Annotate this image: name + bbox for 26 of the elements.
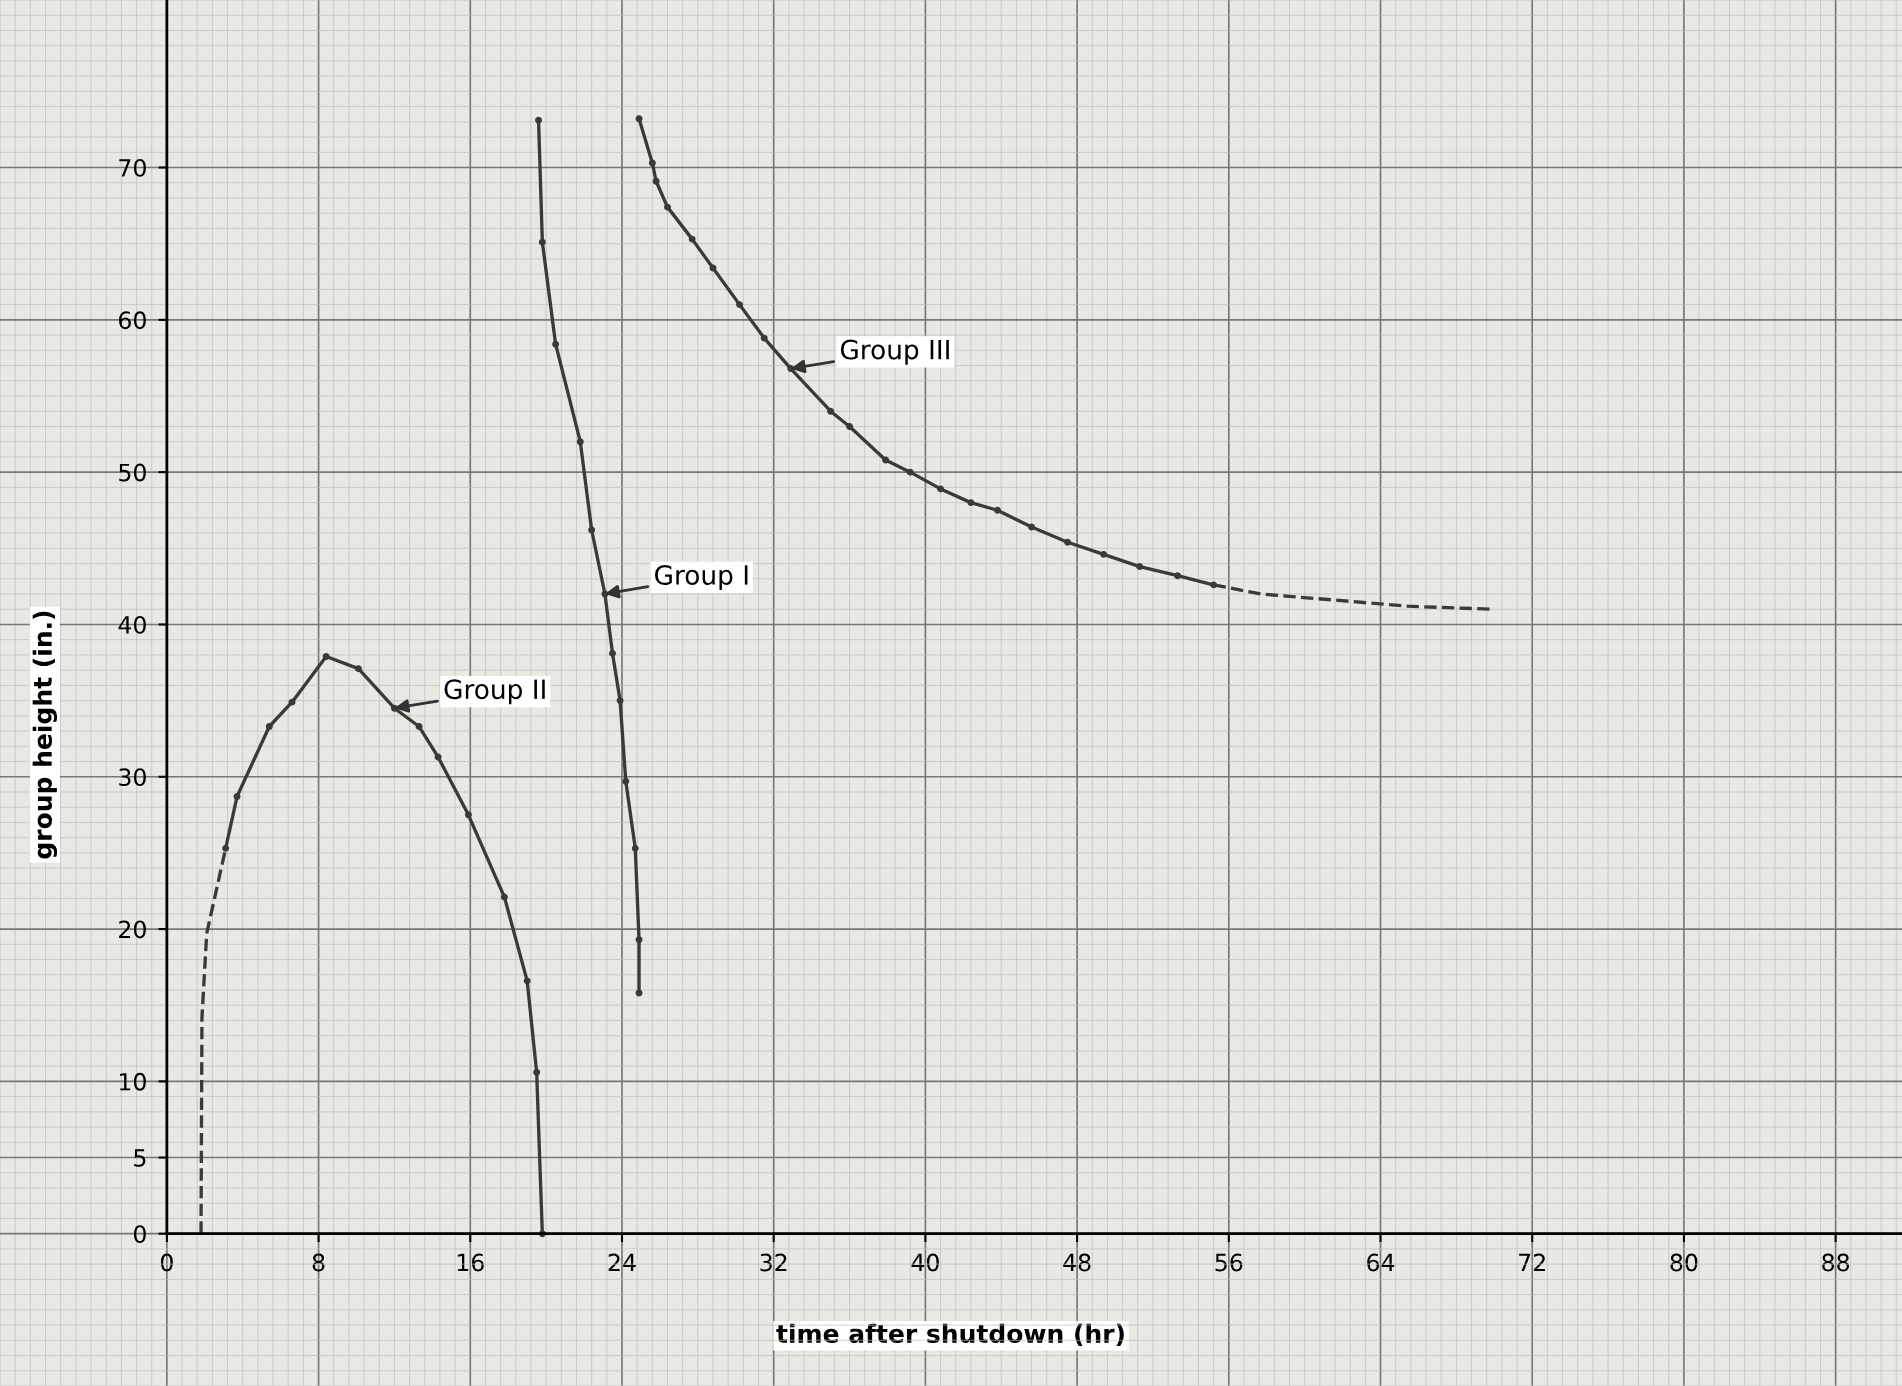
y-tick-label: 30 bbox=[119, 768, 146, 787]
y-axis-title: group height (in.) bbox=[32, 611, 58, 859]
annotation: Group III bbox=[840, 339, 949, 365]
y-tick-label: 5 bbox=[134, 1149, 146, 1167]
y-tick-label: 40 bbox=[118, 615, 146, 634]
x-tick-label: 56 bbox=[1215, 1253, 1243, 1272]
x-tick-label: 40 bbox=[911, 1253, 939, 1272]
annotation: Group II bbox=[444, 679, 545, 705]
x-tick-label: 8 bbox=[312, 1253, 325, 1272]
y-tick-label: 10 bbox=[119, 1072, 146, 1091]
y-tick-label: 70 bbox=[119, 158, 146, 177]
x-tick-label: 80 bbox=[1670, 1253, 1698, 1272]
x-tick-label: 32 bbox=[760, 1253, 787, 1272]
x-tick-label: 16 bbox=[457, 1253, 484, 1272]
y-tick-label: 50 bbox=[119, 463, 146, 482]
x-tick-label: 24 bbox=[608, 1253, 636, 1272]
y-tick-label: 0 bbox=[133, 1225, 146, 1243]
x-tick-label: 64 bbox=[1367, 1253, 1395, 1272]
x-tick-label: 88 bbox=[1822, 1253, 1850, 1272]
y-tick-label: 20 bbox=[119, 920, 146, 939]
y-tick-label: 60 bbox=[119, 311, 146, 330]
x-tick-label: 48 bbox=[1063, 1253, 1091, 1272]
annotation: Group I bbox=[655, 565, 748, 591]
x-tick-label: 0 bbox=[160, 1253, 173, 1272]
x-axis-title: time after shutdown (hr) bbox=[776, 1323, 1124, 1346]
x-tick-label: 72 bbox=[1519, 1253, 1545, 1272]
